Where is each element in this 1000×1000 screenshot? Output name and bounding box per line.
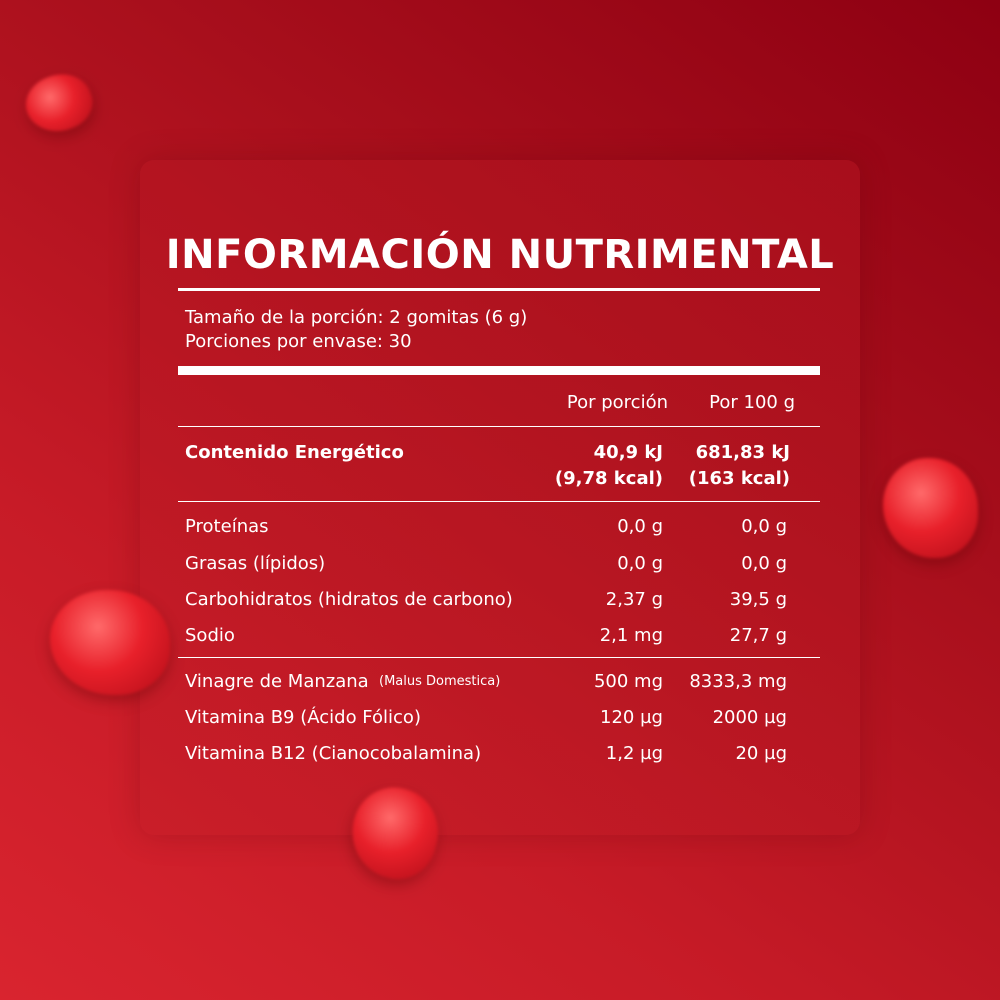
divider [178, 657, 820, 658]
nutrient-value: 8333,3 mg [689, 671, 787, 692]
energy-label: Contenido Energético [185, 442, 404, 463]
column-header: Por 100 g [709, 392, 795, 413]
divider-thick [178, 366, 820, 375]
energy-value: (163 kcal) [688, 468, 790, 489]
nutrient-name: Vinagre de Manzana [185, 671, 369, 692]
nutrient-value: 2,37 g [605, 589, 663, 610]
gummy-decoration [18, 65, 100, 141]
divider [178, 426, 820, 427]
nutrient-name: Vitamina B9 (Ácido Fólico) [185, 707, 421, 728]
nutrient-name: Vitamina B12 (Cianocobalamina) [185, 743, 482, 764]
nutrient-value: 39,5 g [729, 589, 787, 610]
energy-value: (9,78 kcal) [554, 468, 663, 489]
nutrient-name: Proteínas [185, 516, 269, 537]
divider [178, 501, 820, 502]
nutrient-name: Sodio [185, 625, 235, 646]
nutrient-note: (Malus Domestica) [379, 674, 501, 689]
gummy-decoration [883, 458, 978, 558]
energy-value: 40,9 kJ [593, 442, 663, 463]
column-header: Por porción [566, 392, 668, 413]
nutrient-value: 20 µg [735, 743, 787, 764]
energy-value: 681,83 kJ [695, 442, 790, 463]
nutrient-value: 0,0 g [617, 516, 663, 537]
nutrient-name: Carbohidratos (hidratos de carbono) [185, 589, 513, 610]
nutrient-value: 27,7 g [729, 625, 787, 646]
servings-per-container: Porciones por envase: 30 [185, 331, 412, 352]
nutrient-value: 120 µg [600, 707, 663, 728]
nutrient-value: 2000 µg [712, 707, 787, 728]
nutrient-value: 1,2 µg [605, 743, 663, 764]
nutrient-value: 0,0 g [741, 553, 787, 574]
nutrient-value: 0,0 g [741, 516, 787, 537]
nutrient-value: 2,1 mg [599, 625, 663, 646]
nutrient-name: Grasas (lípidos) [185, 553, 326, 574]
gummy-decoration [50, 590, 170, 695]
label-panel [140, 160, 860, 835]
nutrient-value: 500 mg [593, 671, 663, 692]
title: INFORMACIÓN NUTRIMENTAL [165, 232, 835, 278]
divider [178, 288, 820, 291]
serving-size: Tamaño de la porción: 2 gomitas (6 g) [185, 307, 528, 328]
nutrient-value: 0,0 g [617, 553, 663, 574]
